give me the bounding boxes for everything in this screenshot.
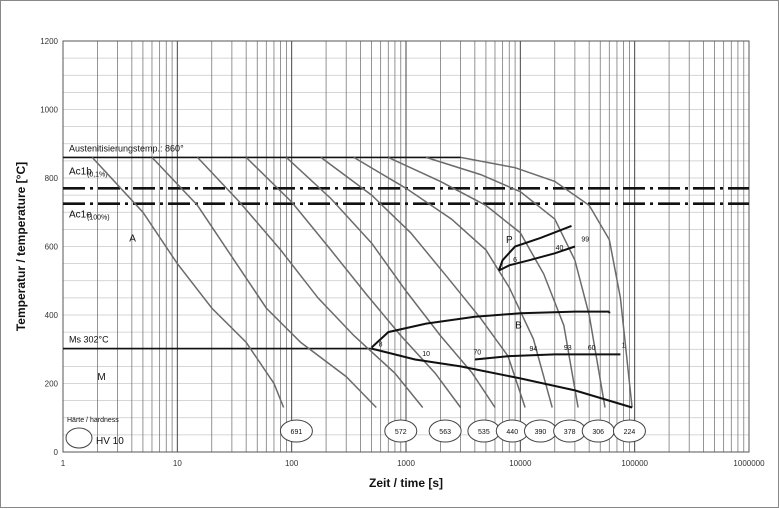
hardness-legend-unit: HV 10 — [96, 436, 124, 447]
cooling-curve-4 — [245, 156, 462, 408]
phase-label-b: B — [515, 321, 522, 332]
phase-fraction-label: 40 — [556, 245, 564, 252]
ac1e-subscript: (100%) — [87, 215, 110, 222]
phase-fraction-label: 10 — [422, 351, 430, 358]
x-tick-label: 100000 — [621, 459, 648, 468]
cooling-curve-2 — [151, 156, 377, 409]
phase-fraction-label: 1 — [622, 343, 626, 350]
hardness-value: 440 — [506, 429, 518, 436]
hardness-value: 572 — [395, 429, 407, 436]
cooling-curve-8 — [387, 156, 579, 408]
hardness-ellipse — [384, 419, 418, 443]
x-tick-label: 1000 — [397, 459, 415, 468]
hardness-value: 535 — [478, 429, 490, 436]
hardness-ellipse — [279, 419, 313, 443]
phase-fraction-label: 70 — [473, 349, 481, 356]
hardness-value: 378 — [564, 429, 576, 436]
y-tick-label: 200 — [45, 380, 59, 389]
phase-fraction-label: 8 — [379, 342, 383, 349]
phase-fraction-label: 6 — [513, 257, 517, 264]
plot-area-border — [62, 40, 750, 453]
ac1b-label: Ac1b — [69, 166, 92, 177]
phase-label-m: M — [97, 372, 105, 383]
pearlite-end-line — [498, 245, 576, 272]
ac1e-label: Ac1e — [69, 210, 92, 221]
cooling-curve-5 — [285, 156, 496, 408]
y-axis-title: Temperatur / temperature [°C] — [14, 162, 28, 331]
cooling-curve-9 — [425, 156, 606, 408]
phase-fraction-label: 99 — [581, 236, 589, 243]
x-tick-label: 100 — [285, 459, 299, 468]
hardness-value: 224 — [624, 429, 636, 436]
x-tick-label: 10 — [173, 459, 182, 468]
x-tick-label: 1 — [61, 459, 66, 468]
martensite-finish-line — [371, 347, 633, 409]
hardness-legend-ellipse — [65, 427, 93, 449]
hardness-ellipse — [428, 419, 462, 443]
phase-label-p: P — [506, 235, 513, 246]
ac1b-subscript: (0,1%) — [87, 171, 108, 178]
x-tick-label: 10000 — [509, 459, 532, 468]
phase-fraction-label: 93 — [564, 345, 572, 352]
phase-fraction-label: 94 — [529, 346, 537, 353]
y-tick-label: 800 — [45, 174, 59, 183]
hardness-ellipse — [612, 419, 646, 443]
hardness-value: 306 — [592, 429, 604, 436]
ms-label: Ms 302°C — [69, 335, 109, 345]
x-axis-title: Zeit / time [s] — [369, 476, 443, 490]
cooling-curve-7 — [353, 156, 553, 408]
pearlite-start-line — [497, 224, 572, 271]
bainite-start-line — [370, 310, 610, 349]
cooling-curve-3 — [196, 156, 424, 408]
hardness-legend-title: Härte / hardness — [67, 417, 119, 424]
cooling-curve-1 — [91, 156, 285, 408]
austenitizing-temperature-label: Austenitisierungstemp.: 860° — [69, 143, 184, 153]
y-tick-label: 600 — [45, 243, 59, 252]
y-tick-label: 1000 — [40, 106, 58, 115]
x-tick-label: 1000000 — [733, 459, 765, 468]
bainite-end-line — [474, 353, 621, 361]
hardness-value: 691 — [291, 429, 303, 436]
y-tick-label: 400 — [45, 311, 59, 320]
y-tick-label: 0 — [54, 448, 59, 457]
phase-fraction-label: 60 — [588, 345, 596, 352]
y-tick-label: 1200 — [40, 37, 58, 46]
cooling-curve-10 — [460, 156, 633, 408]
hardness-value: 390 — [535, 429, 547, 436]
phase-label-a: A — [129, 233, 136, 244]
hardness-value: 563 — [439, 429, 451, 436]
